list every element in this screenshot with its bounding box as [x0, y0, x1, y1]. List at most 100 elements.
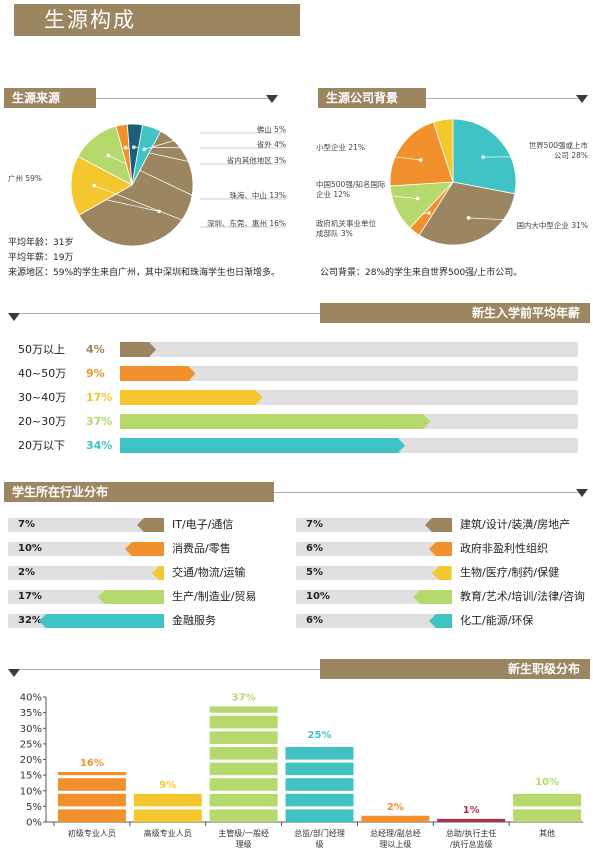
y-tick-label: 35%	[20, 708, 42, 719]
salary-category-label: 20万以下	[18, 439, 65, 452]
industry-bar	[152, 566, 164, 580]
pie-slice	[78, 130, 194, 247]
pie-dot	[92, 183, 96, 188]
salary-bar-track	[120, 366, 578, 381]
industry-value-label: 5%	[306, 567, 323, 578]
salary-value-label: 17%	[86, 391, 113, 404]
pie-label: 世界500强或上市	[529, 140, 589, 150]
y-tick-label: 20%	[20, 755, 42, 766]
industry-name-label: 金融服务	[172, 614, 216, 627]
level-bar	[57, 772, 126, 822]
salary-category-label: 30~40万	[18, 391, 67, 404]
salary-bar	[120, 438, 405, 453]
industry-name-label: 消费品/零售	[172, 542, 231, 555]
salary-bar-track	[120, 342, 578, 357]
x-category-label: 高级专业人员	[144, 828, 192, 838]
x-category-label: 其他	[539, 828, 555, 838]
pie-label: 政府机关事业单位	[316, 218, 376, 228]
page-title: 生源构成	[44, 8, 136, 32]
divider	[96, 98, 274, 99]
pie-leader-line	[108, 155, 201, 200]
pie-label: 广州 59%	[8, 173, 42, 183]
level-bar	[361, 815, 430, 822]
source-pie-chart: 广州 59% 深圳、东莞、惠州 16% 珠海、中山 13% 省内其他地区 3% 省外 4…	[8, 123, 286, 247]
company-note: 公司背景：28%的学生来自世界500强/上市公司。	[320, 268, 523, 278]
level-bar	[285, 743, 354, 822]
x-category-label: /执行总监级	[450, 839, 493, 849]
triangle-marker-icon	[266, 95, 278, 103]
salary-value-label: 34%	[86, 439, 113, 452]
pie-leader-line	[144, 132, 201, 150]
divider	[20, 313, 320, 314]
industry-value-label: 32%	[18, 615, 42, 626]
industry-bar-track	[8, 518, 164, 532]
pie-label: 企业 12%	[316, 189, 350, 199]
pie-slice	[131, 124, 162, 186]
industry-value-label: 10%	[306, 591, 330, 602]
y-tick-label: 30%	[20, 724, 42, 735]
industry-value-label: 7%	[306, 519, 323, 530]
divider	[20, 669, 320, 670]
avg-age: 平均年龄：31岁	[8, 238, 74, 248]
industry-value-label: 7%	[18, 519, 35, 530]
salary-category-label: 40~50万	[18, 367, 67, 380]
salary-bar	[120, 342, 156, 357]
industry-bar-track	[8, 566, 164, 580]
pie-leader-line	[483, 155, 589, 158]
industry-section-band: 学生所在行业分布	[4, 482, 274, 502]
salary-bar	[120, 414, 431, 429]
industry-name-label: 交通/物流/运输	[172, 566, 246, 579]
industry-bar-chart: 7% IT/电子/通信 10% 消费品/零售 2% 交通/物流/运输 17% 生产/制造业/贸…	[0, 512, 593, 637]
salary-bar	[120, 366, 196, 381]
level-section-title: 新生职级分布	[507, 662, 580, 676]
pie-leader-line	[325, 147, 421, 161]
y-tick-label: 25%	[20, 739, 42, 750]
pie-leader-line	[94, 185, 201, 228]
y-tick-label: 0%	[26, 818, 42, 829]
level-bar	[133, 793, 202, 822]
x-category-label: 理以上级	[379, 839, 411, 849]
pie-label: 佛山 5%	[257, 124, 286, 134]
region-note: 来源地区：59%的学生来自广州，其中深圳和珠海学生也日渐增多。	[8, 268, 281, 278]
salary-value-label: 9%	[86, 367, 105, 380]
industry-bar	[432, 566, 452, 580]
industry-value-label: 10%	[18, 543, 42, 554]
x-category-label: 总助/执行主任	[446, 828, 497, 838]
industry-name-label: 政府非盈利性组织	[460, 542, 548, 555]
level-bar-chart: 0% 5% 10% 15% 20% 25% 30% 35% 40% 16% 初级专业人员 9% 高级专业…	[20, 692, 583, 849]
pie-dot	[427, 211, 431, 215]
salary-bar-chart: 50万以上 4% 40~50万 9% 30~40万 17% 20~30万 37% 20万以下 34…	[0, 336, 593, 456]
industry-bar	[124, 542, 164, 556]
level-value-label: 37%	[232, 692, 256, 703]
salary-value-label: 4%	[86, 343, 105, 356]
x-category-label: 总监/部门经理	[294, 828, 345, 838]
industry-bar-track	[296, 542, 452, 556]
source-section-title: 生源来源	[12, 91, 61, 105]
industry-bar	[412, 590, 452, 604]
pie-dot	[466, 216, 471, 220]
pie-slice	[70, 155, 133, 216]
industry-bar	[424, 518, 452, 532]
pie-dot	[123, 145, 128, 150]
industry-bar-track	[296, 518, 452, 532]
x-category-label: 初级专业人员	[68, 828, 116, 838]
triangle-marker-icon	[576, 95, 588, 103]
industry-name-label: IT/电子/通信	[172, 518, 234, 531]
pie-label: 省外 4%	[257, 139, 286, 149]
level-value-label: 25%	[308, 730, 332, 741]
pie-dot	[415, 196, 420, 201]
pie-slice	[389, 121, 454, 187]
divider	[274, 492, 580, 493]
pie-label: 中国500强/知名国际	[316, 179, 386, 189]
pie-leader-line	[325, 188, 418, 199]
level-bar	[437, 818, 506, 822]
pie-label: 省内其他地区 3%	[227, 155, 286, 165]
level-value-label: 1%	[463, 805, 480, 816]
industry-bar	[428, 614, 452, 628]
triangle-marker-icon	[8, 313, 20, 321]
salary-section-title: 新生入学前平均年薪	[471, 306, 580, 320]
pie-label: 小型企业 21%	[316, 142, 365, 152]
level-value-label: 10%	[535, 777, 559, 788]
source-section-band: 生源来源	[4, 88, 96, 108]
pie-slice	[433, 118, 454, 183]
